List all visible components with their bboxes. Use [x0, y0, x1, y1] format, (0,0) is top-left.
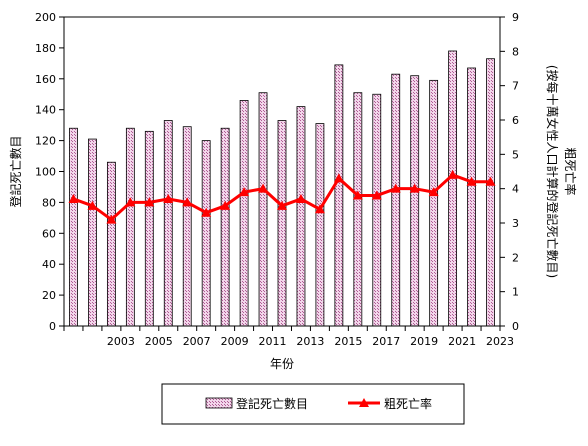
bar-2019	[410, 75, 420, 327]
right-axis-subtitle: (按每十萬女性人口計算的登記死亡數目)	[545, 65, 560, 278]
right-tick-label: 9	[512, 11, 519, 24]
rate-marker-2019	[409, 183, 420, 193]
bar-2016	[353, 92, 363, 327]
x-tick-label: 2011	[259, 335, 287, 348]
bar-2005	[144, 130, 154, 327]
bar-2001	[69, 127, 78, 327]
bar-2023	[486, 58, 495, 327]
bars-layer	[69, 50, 495, 327]
bar-2006	[163, 120, 173, 327]
rate-marker-2009	[220, 200, 231, 210]
rate-marker-2001	[68, 193, 79, 203]
x-axis-title: 年份	[270, 357, 294, 371]
right-tick-label: 2	[512, 251, 519, 264]
left-tick-label: 80	[42, 196, 56, 209]
left-tick-label: 120	[35, 135, 56, 148]
x-tick-label: 2015	[334, 335, 362, 348]
rate-marker-2018	[390, 183, 401, 193]
left-tick-label: 20	[42, 289, 56, 302]
x-tick-label: 2003	[107, 335, 135, 348]
legend-bar-label: 登記死亡數目	[236, 396, 308, 411]
right-tick-label: 7	[512, 80, 519, 93]
bar-2011	[258, 92, 268, 327]
labels-layer: 0 20 40 60 80 100 120 140 160 180 200 0 1 2 3 4 5 6 7 8 9 200…	[8, 11, 578, 371]
legend-bar-swatch	[205, 397, 233, 409]
rate-marker-2014	[314, 204, 325, 214]
rate-marker-2002	[87, 200, 98, 210]
bar-2013	[296, 106, 306, 327]
bar-2003	[106, 161, 116, 327]
right-tick-label: 1	[512, 286, 519, 299]
bar-2007	[182, 126, 192, 327]
rate-marker-2022	[466, 176, 477, 186]
rate-marker-2006	[163, 193, 174, 203]
legend-line-label: 粗死亡率	[384, 396, 432, 411]
bar-2015	[334, 64, 344, 327]
right-tick-label: 8	[512, 45, 519, 58]
axes-layer	[59, 16, 505, 331]
rate-marker-2017	[371, 190, 382, 200]
left-tick-label: 40	[42, 258, 56, 271]
rate-marker-2005	[144, 197, 155, 207]
rate-marker-2012	[277, 200, 287, 210]
x-tick-label: 2013	[296, 335, 324, 348]
left-tick-label: 0	[49, 320, 56, 333]
right-tick-label: 4	[512, 183, 519, 196]
rate-marker-2015	[333, 173, 344, 183]
bar-2022	[467, 67, 476, 327]
right-tick-label: 0	[512, 320, 519, 333]
left-tick-label: 200	[35, 11, 56, 24]
bar-2010	[239, 100, 249, 327]
bar-2020	[429, 79, 439, 327]
rate-marker-2023	[485, 176, 496, 186]
left-tick-label: 100	[35, 166, 56, 179]
rate-marker-2007	[182, 197, 193, 207]
right-axis-title: 粗死亡率	[563, 147, 578, 195]
bar-2008	[201, 140, 211, 327]
bar-2014	[315, 123, 325, 327]
rate-marker-2013	[295, 193, 306, 203]
rate-marker-2008	[201, 207, 212, 217]
rate-marker-2003	[106, 214, 117, 224]
rate-marker-2021	[447, 169, 458, 179]
rate-marker-2016	[352, 190, 363, 200]
right-tick-label: 5	[512, 148, 519, 161]
x-tick-label: 2005	[145, 335, 173, 348]
bar-2017	[372, 93, 382, 327]
rate-marker-2010	[239, 187, 250, 197]
legend: 登記死亡數目 粗死亡率	[161, 383, 465, 425]
x-tick-label: 2021	[448, 335, 476, 348]
x-tick-label: 2017	[372, 335, 400, 348]
bar-2002	[88, 138, 97, 327]
x-tick-label: 2009	[221, 335, 249, 348]
left-axis-title: 登記死亡數目	[8, 135, 23, 207]
right-tick-label: 6	[512, 114, 519, 127]
line-layer	[68, 169, 496, 224]
x-tick-label: 2007	[183, 335, 211, 348]
left-tick-label: 160	[35, 73, 56, 86]
rate-marker-2004	[125, 197, 136, 207]
left-tick-label: 60	[42, 227, 56, 240]
legend-line-marker	[359, 398, 369, 407]
rate-marker-2020	[428, 187, 439, 197]
left-tick-label: 180	[35, 42, 56, 55]
bar-2009	[220, 127, 230, 327]
rate-marker-2011	[258, 183, 269, 193]
right-tick-label: 3	[512, 217, 519, 230]
bar-2012	[277, 120, 287, 327]
bar-2018	[391, 73, 401, 327]
bar-2021	[448, 50, 458, 327]
x-tick-label: 2019	[410, 335, 438, 348]
left-tick-label: 140	[35, 104, 56, 117]
bar-2004	[125, 127, 135, 327]
x-tick-label: 2023	[486, 335, 514, 348]
